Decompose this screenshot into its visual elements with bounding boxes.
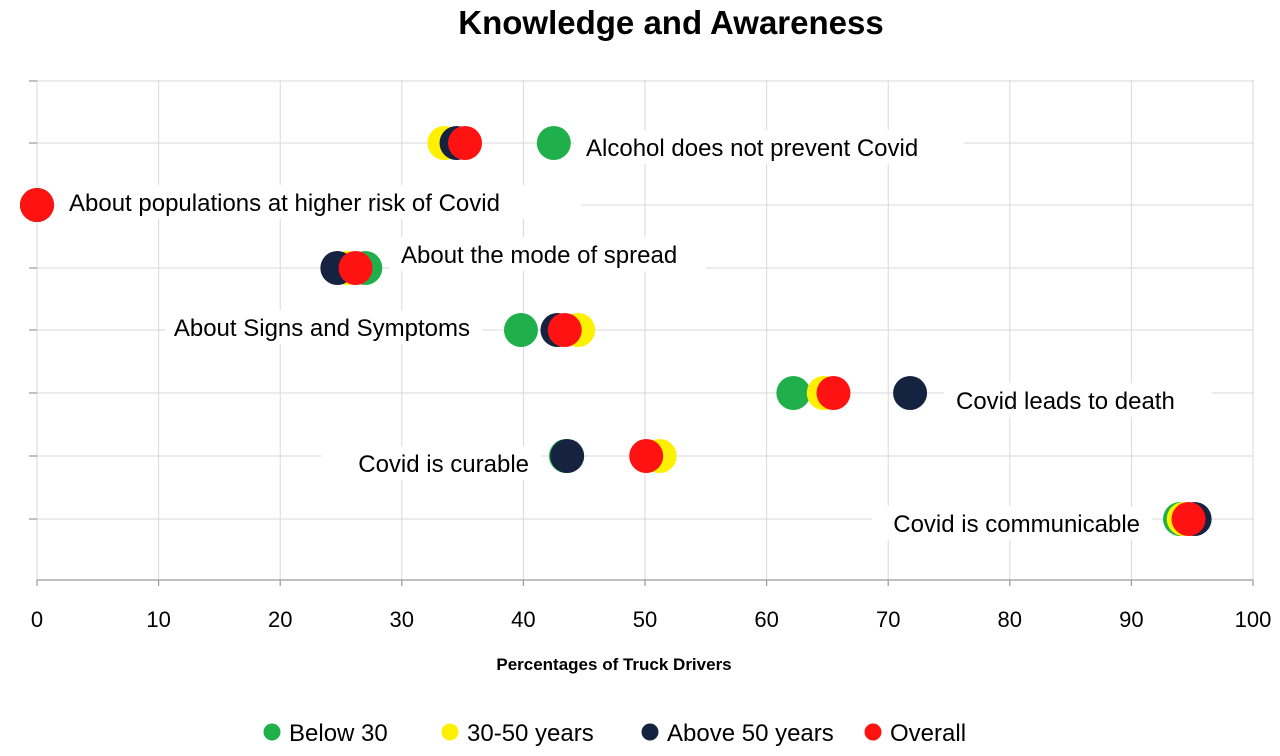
- legend-label: Overall: [890, 720, 966, 747]
- point-overall: [816, 376, 851, 410]
- category-label: About populations at higher risk of Covi…: [69, 190, 500, 217]
- x-tick-label: 50: [633, 607, 657, 632]
- legend-marker: [641, 723, 659, 741]
- point-overall: [20, 188, 54, 222]
- category-labels: Alcohol does not prevent Covid About popu…: [57, 130, 1212, 540]
- chart-title: Knowledge and Awareness: [458, 4, 883, 41]
- category-label: Covid leads to death: [956, 388, 1175, 415]
- point-overall: [338, 251, 373, 285]
- label-background: [944, 383, 1212, 417]
- point-below-30: [536, 126, 571, 160]
- point-overall: [448, 126, 483, 160]
- x-axis-ticks: 0 10 20 30 40 50 60 70 80 90 100: [31, 607, 1271, 632]
- label-background: [871, 506, 1152, 540]
- x-tick-label: 10: [146, 607, 170, 632]
- data-points: [20, 126, 1212, 536]
- point-above-50-years: [550, 439, 585, 473]
- x-tick-label: 20: [268, 607, 292, 632]
- category-label: About Signs and Symptoms: [174, 315, 470, 342]
- x-tick-label: 0: [31, 607, 43, 632]
- x-tick-label: 40: [511, 607, 535, 632]
- category-label: About the mode of spread: [401, 242, 677, 269]
- x-tick-label: 60: [754, 607, 778, 632]
- x-tick-label: 30: [390, 607, 414, 632]
- point-overall: [1171, 502, 1206, 536]
- label-background: [57, 185, 582, 219]
- x-tick-label: 100: [1235, 607, 1272, 632]
- x-tick-label: 90: [1119, 607, 1143, 632]
- x-tick-label: 80: [998, 607, 1022, 632]
- legend-marker: [441, 723, 459, 741]
- legend-label: Above 50 years: [667, 720, 834, 747]
- x-axis-title: Percentages of Truck Drivers: [496, 655, 731, 674]
- point-below-30: [776, 376, 811, 410]
- legend-label: Below 30: [289, 720, 388, 747]
- legend-label: 30-50 years: [467, 720, 594, 747]
- legend-marker: [263, 723, 281, 741]
- point-overall: [547, 313, 582, 347]
- label-background: [165, 310, 482, 344]
- legend: Below 30 30-50 years Above 50 years Overall: [263, 720, 966, 747]
- label-background: [321, 446, 541, 480]
- point-above-50-years: [893, 376, 928, 410]
- legend-marker: [864, 723, 882, 741]
- label-background: [389, 237, 706, 271]
- point-below-30: [503, 313, 538, 347]
- x-tick-label: 70: [876, 607, 900, 632]
- category-label: Alcohol does not prevent Covid: [586, 135, 918, 162]
- category-label: Covid is curable: [358, 451, 529, 478]
- label-background: [574, 130, 964, 164]
- point-overall: [629, 439, 664, 473]
- category-label: Covid is communicable: [893, 511, 1140, 538]
